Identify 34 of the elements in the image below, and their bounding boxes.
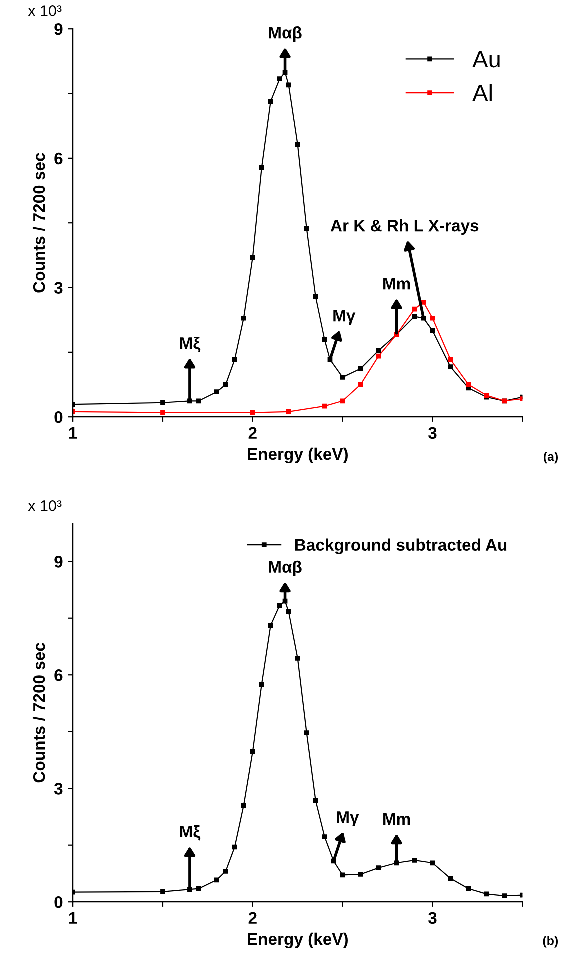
annotation: Mm [384, 278, 410, 290]
x-tick-label: 2 [248, 427, 257, 439]
x-tick-label: 1 [69, 427, 78, 439]
x-tick-label: 1 [69, 912, 78, 924]
legend-label: Au [472, 51, 500, 68]
y-axis-title: Counts / 7200 sec [32, 153, 46, 293]
legend-label: Background subtracted Au [296, 538, 507, 554]
y-tick-label: 9 [54, 24, 63, 36]
annotation: Mm [384, 813, 410, 825]
y-axis-title: Counts / 7200 sec [32, 643, 46, 783]
legend-label: Al [472, 84, 492, 102]
x-axis-title: Energy (keV) [248, 932, 348, 949]
annotation: Mξ [180, 825, 201, 841]
x-tick-label: 3 [428, 427, 437, 440]
annotation: Mγ [337, 812, 360, 827]
x-tick-label: 2 [248, 912, 257, 924]
annotation: Mξ [180, 337, 201, 352]
y-tick-label: 9 [54, 556, 63, 568]
annotation: Mγ [334, 310, 356, 326]
y-tick-label: 6 [54, 152, 63, 165]
text: x 10³ [28, 6, 62, 16]
y-tick-label: 0 [54, 896, 63, 908]
x-axis-title: Energy (keV) [248, 448, 348, 464]
annotation: Mαβ [269, 560, 302, 576]
text: (b) [543, 936, 558, 948]
text: (a) [544, 452, 558, 464]
text: x 10³ [28, 500, 62, 512]
annotation: Ar K & Rh L X-rays [330, 220, 479, 236]
annotation: Mαβ [269, 26, 302, 42]
y-tick-label: 6 [54, 670, 63, 682]
y-tick-label: 3 [54, 282, 63, 294]
y-tick-label: 0 [54, 412, 63, 424]
x-tick-label: 3 [428, 912, 437, 924]
y-tick-label: 3 [54, 783, 63, 795]
